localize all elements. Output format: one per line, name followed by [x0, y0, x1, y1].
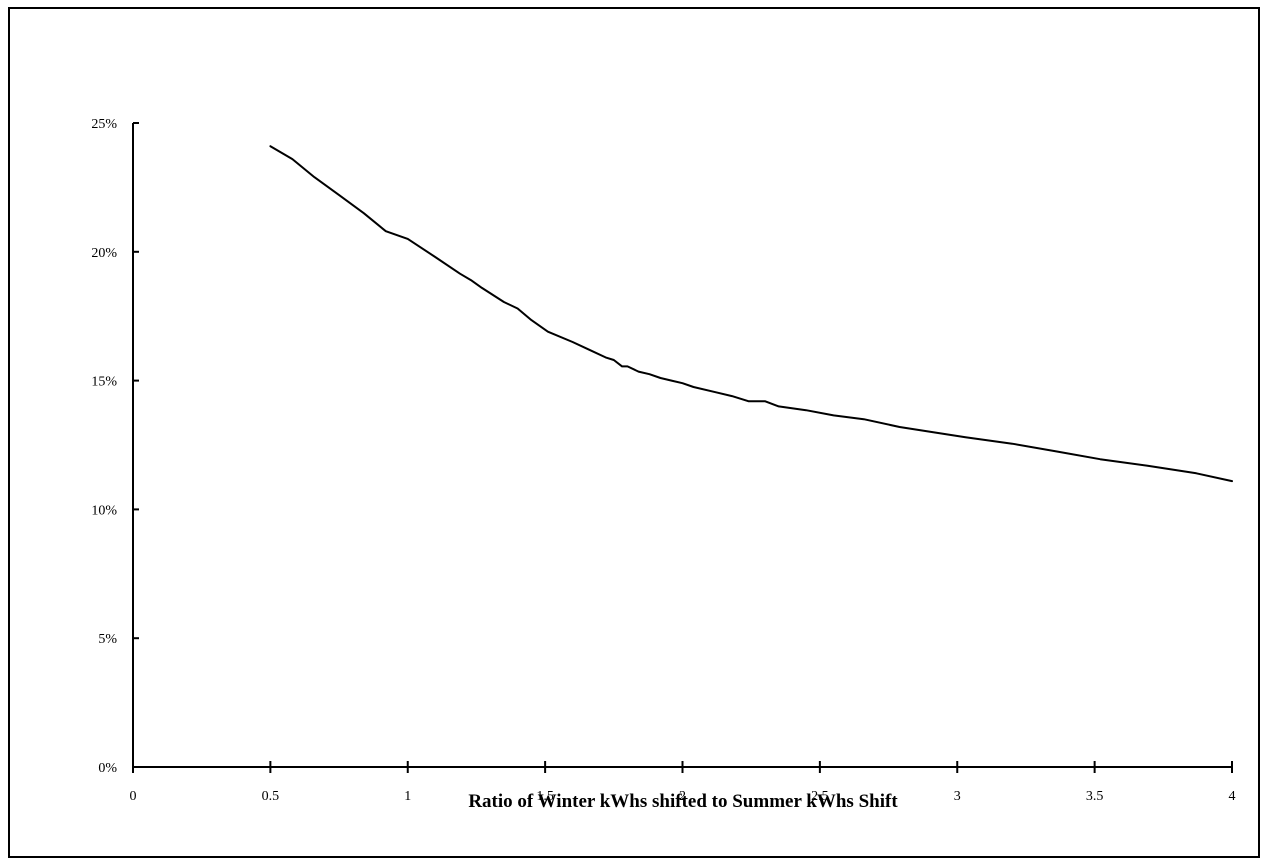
x-tick-label: 1.5: [536, 789, 554, 804]
x-tick-label: 1: [404, 789, 411, 804]
y-tick-label: 20%: [91, 246, 117, 261]
y-tick-label: 5%: [98, 632, 117, 647]
y-tick-label: 10%: [91, 503, 117, 518]
chart-frame: [8, 7, 1260, 858]
series-line: [269, 145, 1233, 483]
y-tick-label: 25%: [91, 117, 117, 132]
axes: [132, 123, 1232, 768]
ticks: 0% 5% 10% 15% 20% 25% 0 0.5 1 1.5 2 2.5 3 3.5 4: [91, 117, 1235, 804]
x-tick-label: 2: [679, 789, 686, 804]
x-tick-label: 2.5: [811, 789, 829, 804]
x-tick-label: 0: [130, 789, 137, 804]
y-tick-label: 15%: [91, 375, 117, 390]
x-tick-label: 0.5: [262, 789, 280, 804]
x-tick-label: 4: [1229, 789, 1236, 804]
series: [269, 145, 1233, 483]
y-tick-label: 0%: [98, 761, 117, 776]
x-tick-label: 3.5: [1086, 789, 1104, 804]
x-axis-title: Ratio of Winter kWhs shifted to Summer k…: [468, 791, 898, 812]
x-tick-label: 3: [954, 789, 961, 804]
